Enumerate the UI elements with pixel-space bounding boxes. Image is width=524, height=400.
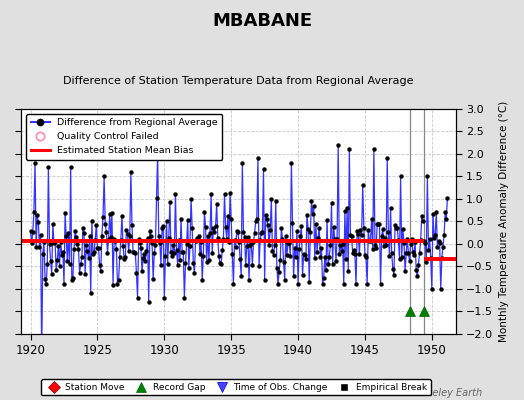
Text: Berkeley Earth: Berkeley Earth: [410, 388, 482, 398]
Legend: Station Move, Record Gap, Time of Obs. Change, Empirical Break: Station Move, Record Gap, Time of Obs. C…: [41, 379, 431, 396]
Y-axis label: Monthly Temperature Anomaly Difference (°C): Monthly Temperature Anomaly Difference (…: [499, 101, 509, 342]
Legend: Difference from Regional Average, Quality Control Failed, Estimated Station Mean: Difference from Regional Average, Qualit…: [26, 114, 222, 160]
Title: Difference of Station Temperature Data from Regional Average: Difference of Station Temperature Data f…: [63, 76, 414, 86]
Text: MBABANE: MBABANE: [212, 12, 312, 30]
